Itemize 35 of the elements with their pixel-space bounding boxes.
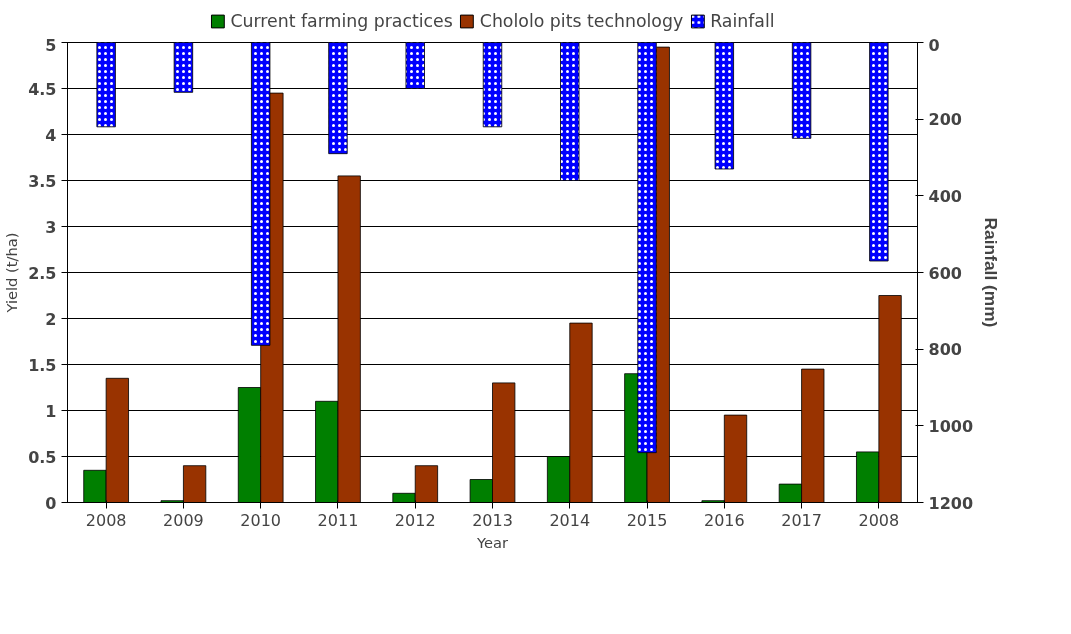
legend-label: Current farming practices [230,11,453,31]
x-tick-label: 2011 [317,510,359,530]
y2-tick-label: 1200 [928,493,974,513]
y-axis-title: Yield (t/ha) [3,232,21,314]
y-tick-label: 0 [45,493,57,513]
y2-axis-title: Rainfall (mm) [981,217,1002,328]
y2-tick-label: 200 [928,110,962,130]
x-tick-label: 2016 [703,510,745,530]
x-tick-label: 2015 [626,510,668,530]
y-tick-label: 0.5 [28,447,57,467]
y-tick-label: 2.5 [28,263,57,283]
y2-tick-label: 400 [928,186,962,206]
y-tick-label: 1.5 [28,355,57,375]
x-tick-label: 2010 [240,510,282,530]
x-tick-label: 2008 [85,510,127,530]
y-tick-label: 4.5 [28,79,57,99]
x-axis-title: Year [475,533,509,551]
legend-label: Rainfall [710,11,775,31]
y-tick-label: 4 [45,125,57,145]
x-tick-label: 2008 [858,510,900,530]
y-tick-label: 5 [45,35,57,55]
y-tick-label: 3.5 [28,171,57,191]
y2-tick-label: 1000 [928,416,974,436]
y-tick-label: 2 [45,309,57,329]
x-tick-label: 2017 [781,510,822,530]
legend-label: Chololo pits technology [479,11,684,31]
x-tick-label: 2012 [394,510,436,530]
x-tick-label: 2013 [472,510,513,530]
y2-tick-label: 0 [928,35,940,55]
y2-tick-label: 600 [928,263,962,283]
y-tick-label: 1 [45,401,57,421]
y2-tick-label: 800 [928,340,962,360]
y-tick-label: 3 [45,217,57,237]
x-tick-label: 2009 [163,510,204,530]
x-tick-label: 2014 [549,510,591,530]
